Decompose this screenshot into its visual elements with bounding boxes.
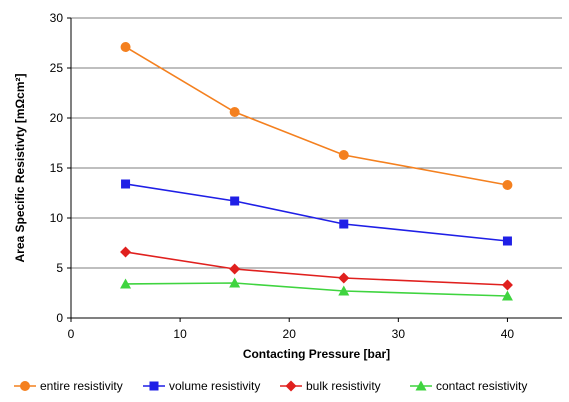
x-tick-label: 30 <box>392 327 406 341</box>
x-axis-title: Contacting Pressure [bar] <box>243 347 390 361</box>
series-line-bulk-resistivity <box>125 251 508 286</box>
x-tick-label: 10 <box>173 327 187 341</box>
series-line-volume-resistivity <box>125 183 508 242</box>
y-tick-label: 15 <box>50 161 64 175</box>
legend-marker <box>149 381 159 391</box>
y-tick-label: 10 <box>50 211 64 225</box>
legend-label: bulk resistivity <box>306 379 381 393</box>
data-point-bulk-resistivity <box>120 246 132 258</box>
gridlines <box>71 17 562 269</box>
legend-label: entire resistivity <box>40 379 123 393</box>
y-tick-label: 25 <box>50 61 64 75</box>
data-point-contact-resistivity <box>338 285 350 296</box>
x-tick-label: 0 <box>68 327 75 341</box>
y-tick-label: 30 <box>50 11 64 25</box>
data-point-volume-resistivity <box>121 179 131 189</box>
data-point-volume-resistivity <box>339 219 349 229</box>
legend-item-bulk-resistivity: bulk resistivity <box>280 379 381 393</box>
data-point-entire-resistivity <box>120 42 131 52</box>
x-tick-label: 20 <box>283 327 297 341</box>
y-axis-title: Area Specific Resistivty [mΩcm²] <box>13 73 27 262</box>
series-group <box>120 42 513 301</box>
legend-label: volume resistivity <box>169 379 260 393</box>
series-line-entire-resistivity <box>125 46 508 186</box>
series-volume-resistivity <box>121 179 512 246</box>
y-tick-label: 5 <box>56 261 63 275</box>
data-point-bulk-resistivity <box>229 263 241 275</box>
data-point-contact-resistivity <box>120 278 132 289</box>
data-point-entire-resistivity <box>502 180 513 190</box>
series-entire-resistivity <box>120 42 513 190</box>
series-bulk-resistivity <box>120 246 513 291</box>
legend-item-entire-resistivity: entire resistivity <box>14 379 123 393</box>
x-tick-label: 40 <box>501 327 515 341</box>
legend-item-volume-resistivity: volume resistivity <box>143 379 260 393</box>
data-point-entire-resistivity <box>338 150 349 160</box>
legend-marker <box>20 381 30 391</box>
y-tick-label: 20 <box>50 111 64 125</box>
data-point-volume-resistivity <box>502 236 512 246</box>
legend: entire resistivity volume resistivity bulk… <box>14 379 527 393</box>
data-point-bulk-resistivity <box>338 272 350 284</box>
legend-item-contact-resistivity: contact resistivity <box>410 379 527 393</box>
series-line-contact-resistivity <box>125 282 508 297</box>
series-contact-resistivity <box>120 277 513 301</box>
data-point-entire-resistivity <box>229 107 240 117</box>
y-tick-label: 0 <box>56 311 63 325</box>
legend-marker <box>285 380 297 392</box>
legend-marker <box>415 380 427 391</box>
data-point-bulk-resistivity <box>501 279 513 291</box>
legend-label: contact resistivity <box>436 379 527 393</box>
data-point-contact-resistivity <box>501 290 513 301</box>
axes: 0 5 10 15 20 25 30 0 10 20 30 40 <box>50 11 562 341</box>
data-point-contact-resistivity <box>229 277 241 288</box>
data-point-volume-resistivity <box>230 196 240 206</box>
